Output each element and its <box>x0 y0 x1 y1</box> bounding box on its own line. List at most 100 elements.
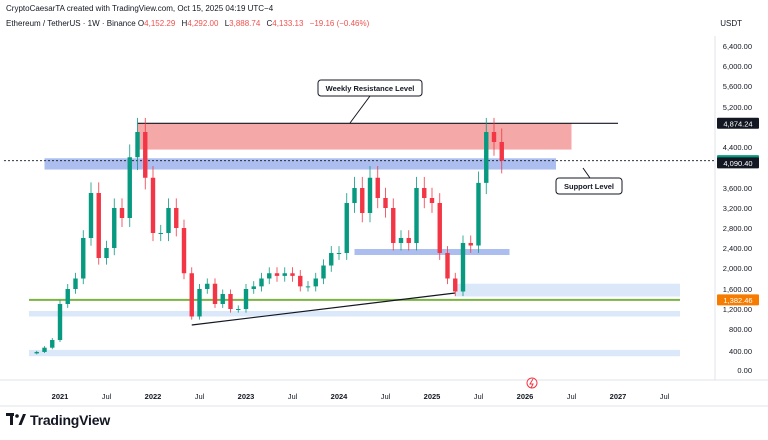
candle-body <box>135 132 140 158</box>
zone-support-band <box>44 158 556 170</box>
y-tick-label: 1,600.00 <box>723 285 752 294</box>
support-callout-box <box>555 177 623 195</box>
candle-body <box>267 273 272 279</box>
y-tick-label: 2,400.00 <box>723 244 752 253</box>
candle-body <box>398 238 404 243</box>
candle-body <box>212 283 218 304</box>
candle-body <box>336 253 342 254</box>
candle-body <box>360 188 365 213</box>
candle-body <box>205 283 210 289</box>
candle-body <box>228 294 233 309</box>
candle-body <box>88 193 94 238</box>
price-tag <box>717 157 759 169</box>
price-tag <box>717 117 759 129</box>
candle-body <box>50 340 55 348</box>
line-trendline <box>191 292 456 326</box>
candle-body <box>143 132 148 178</box>
candle-body <box>491 132 497 142</box>
support-callout-text: Support Level <box>564 182 614 191</box>
candle-body <box>468 243 473 246</box>
open-value: 4,152.29 <box>144 19 176 28</box>
y-tick-label: 2,800.00 <box>723 224 752 233</box>
candle-body <box>414 188 419 243</box>
candle-body <box>220 294 225 304</box>
candle-body <box>197 289 202 317</box>
candle-body <box>127 157 132 218</box>
change-value: −19.16 (−0.46%) <box>309 19 370 28</box>
zone-weekly-resistance <box>137 123 572 150</box>
x-tick-label: Jul <box>195 392 205 401</box>
price-tag-label: 1,382.46 <box>723 296 752 305</box>
candle-body <box>96 193 101 258</box>
y-tick-label: 400.00 <box>729 347 752 356</box>
y-tick-label: 3,600.00 <box>723 184 752 193</box>
tradingview-icon <box>6 413 26 425</box>
candle-body <box>174 208 179 228</box>
close-label: C <box>266 19 273 28</box>
candle-body <box>298 275 303 287</box>
candle-body <box>243 289 249 309</box>
x-tick-label: 2024 <box>331 392 349 401</box>
x-tick-label: 2027 <box>610 392 627 401</box>
candle-body <box>406 238 411 243</box>
event-marker-icon[interactable] <box>526 377 538 389</box>
x-tick-label: 2023 <box>238 392 255 401</box>
candle-body <box>484 132 489 183</box>
x-tick-label: Jul <box>567 392 577 401</box>
x-tick-label: 2021 <box>52 392 69 401</box>
symbol-label[interactable]: Ethereum / TetherUS · 1W · Binance <box>6 19 136 28</box>
candle-body <box>429 198 435 203</box>
symbol-ohlc-row: Ethereum / TetherUS · 1W · Binance O4,15… <box>6 19 369 28</box>
candle-body <box>383 198 388 208</box>
x-tick-label: Jul <box>381 392 391 401</box>
candle-body <box>112 208 117 248</box>
candle-body <box>460 243 466 292</box>
x-tick-label: Jul <box>288 392 298 401</box>
x-tick-label: 2022 <box>145 392 162 401</box>
brand-text: TradingView <box>30 412 111 428</box>
y-tick-label: 6,400.00 <box>723 42 752 51</box>
candle-body <box>81 238 86 279</box>
candle-body <box>259 278 264 287</box>
candle-body <box>181 228 187 274</box>
candle-body <box>119 208 125 218</box>
candle-body <box>313 278 318 287</box>
candle-body <box>305 286 311 288</box>
support-callout-pointer <box>582 167 591 179</box>
candle-body <box>329 253 334 266</box>
high-value: 4,292.00 <box>187 19 219 28</box>
x-tick-label: Jul <box>660 392 670 401</box>
price-tag-label: 4,090.40 <box>723 159 752 168</box>
candle-body <box>282 273 287 276</box>
low-label: L <box>224 19 230 28</box>
candle-body <box>367 177 373 213</box>
candle-body <box>290 273 295 276</box>
candle-body <box>150 177 156 233</box>
y-tick-label: 2,000.00 <box>723 264 752 273</box>
x-tick-label: 2025 <box>424 392 441 401</box>
candle-body <box>344 203 349 253</box>
y-tick-label: 6,000.00 <box>723 62 752 71</box>
candle-body <box>499 142 504 161</box>
zone-bottom-band <box>29 349 680 357</box>
close-value: 4,133.13 <box>272 19 304 28</box>
candle-body <box>73 278 78 289</box>
candle-body <box>251 286 256 289</box>
candle-body <box>422 188 427 198</box>
candle-body <box>34 351 39 354</box>
price-tag <box>717 294 759 306</box>
resistance-callout-text: Weekly Resistance Level <box>326 84 415 93</box>
candle-body <box>189 273 194 317</box>
y-tick-label: 3,200.00 <box>723 204 752 213</box>
high-label: H <box>181 19 188 28</box>
open-label: O <box>137 19 145 28</box>
x-tick-label: 2026 <box>517 392 534 401</box>
candle-body <box>476 182 481 246</box>
attribution-text: CryptoCaesarTA created with TradingView.… <box>6 4 274 13</box>
candle-body <box>57 304 63 340</box>
candle-body <box>321 265 326 279</box>
x-tick-label: Jul <box>474 392 484 401</box>
candle-body <box>42 347 47 352</box>
candle-body <box>445 253 450 279</box>
